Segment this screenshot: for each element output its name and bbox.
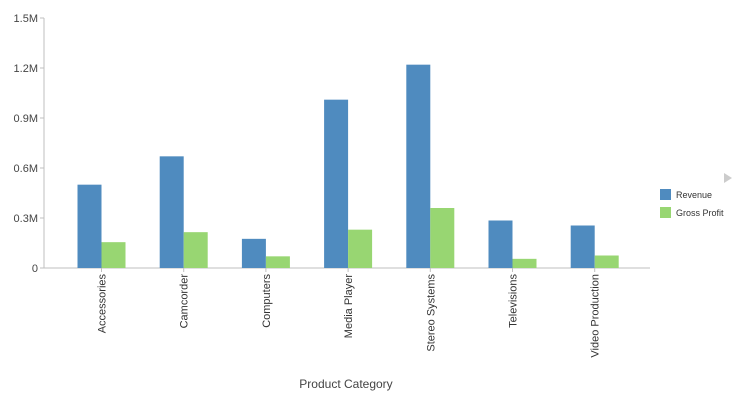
bar-revenue[interactable] (159, 156, 184, 268)
bar-gross-profit[interactable] (101, 242, 126, 268)
bar-gross-profit[interactable] (183, 232, 208, 268)
y-axis: 0 0.3M 0.6M 0.9M 1.2M 1.5M (14, 13, 45, 275)
bar-revenue[interactable] (77, 184, 102, 268)
x-tick-label: Televisions (508, 274, 520, 328)
bar-gross-profit[interactable] (348, 229, 373, 268)
x-axis-title: Product Category (299, 377, 392, 391)
y-tick-label: 1.2M (14, 63, 38, 75)
y-tick-label: 0.9M (14, 113, 38, 125)
y-tick-label: 0 (32, 263, 38, 275)
x-tick-label: Accessories (97, 274, 109, 334)
legend[interactable]: Revenue Gross Profit (660, 173, 732, 218)
bar-gross-profit[interactable] (265, 256, 290, 268)
x-tick-label: Media Player (343, 274, 355, 339)
bar-gross-profit[interactable] (512, 258, 537, 268)
bar-revenue[interactable] (488, 220, 513, 269)
x-tick-label: Computers (261, 274, 273, 328)
legend-swatch (660, 189, 671, 200)
x-tick-label: Stereo Systems (425, 274, 437, 352)
y-tick-label: 0.6M (14, 163, 38, 175)
legend-swatch (660, 207, 671, 218)
y-tick-label: 0.3M (14, 213, 38, 225)
bar-revenue[interactable] (241, 238, 266, 268)
x-tick-label: Video Production (590, 274, 602, 358)
bar-revenue[interactable] (570, 225, 595, 269)
legend-scroll-arrow-icon[interactable] (724, 173, 732, 183)
legend-label: Gross Profit (676, 208, 724, 218)
bar-revenue[interactable] (324, 99, 349, 269)
bar-series (77, 64, 619, 269)
y-tick-label: 1.5M (14, 13, 38, 25)
x-axis: Accessories Camcorder Computers Media Playe… (44, 267, 650, 358)
bar-gross-profit[interactable] (430, 208, 455, 268)
x-tick-label: Camcorder (179, 274, 191, 329)
bar-revenue[interactable] (406, 64, 431, 269)
legend-label: Revenue (676, 190, 712, 200)
bar-gross-profit[interactable] (594, 255, 619, 269)
